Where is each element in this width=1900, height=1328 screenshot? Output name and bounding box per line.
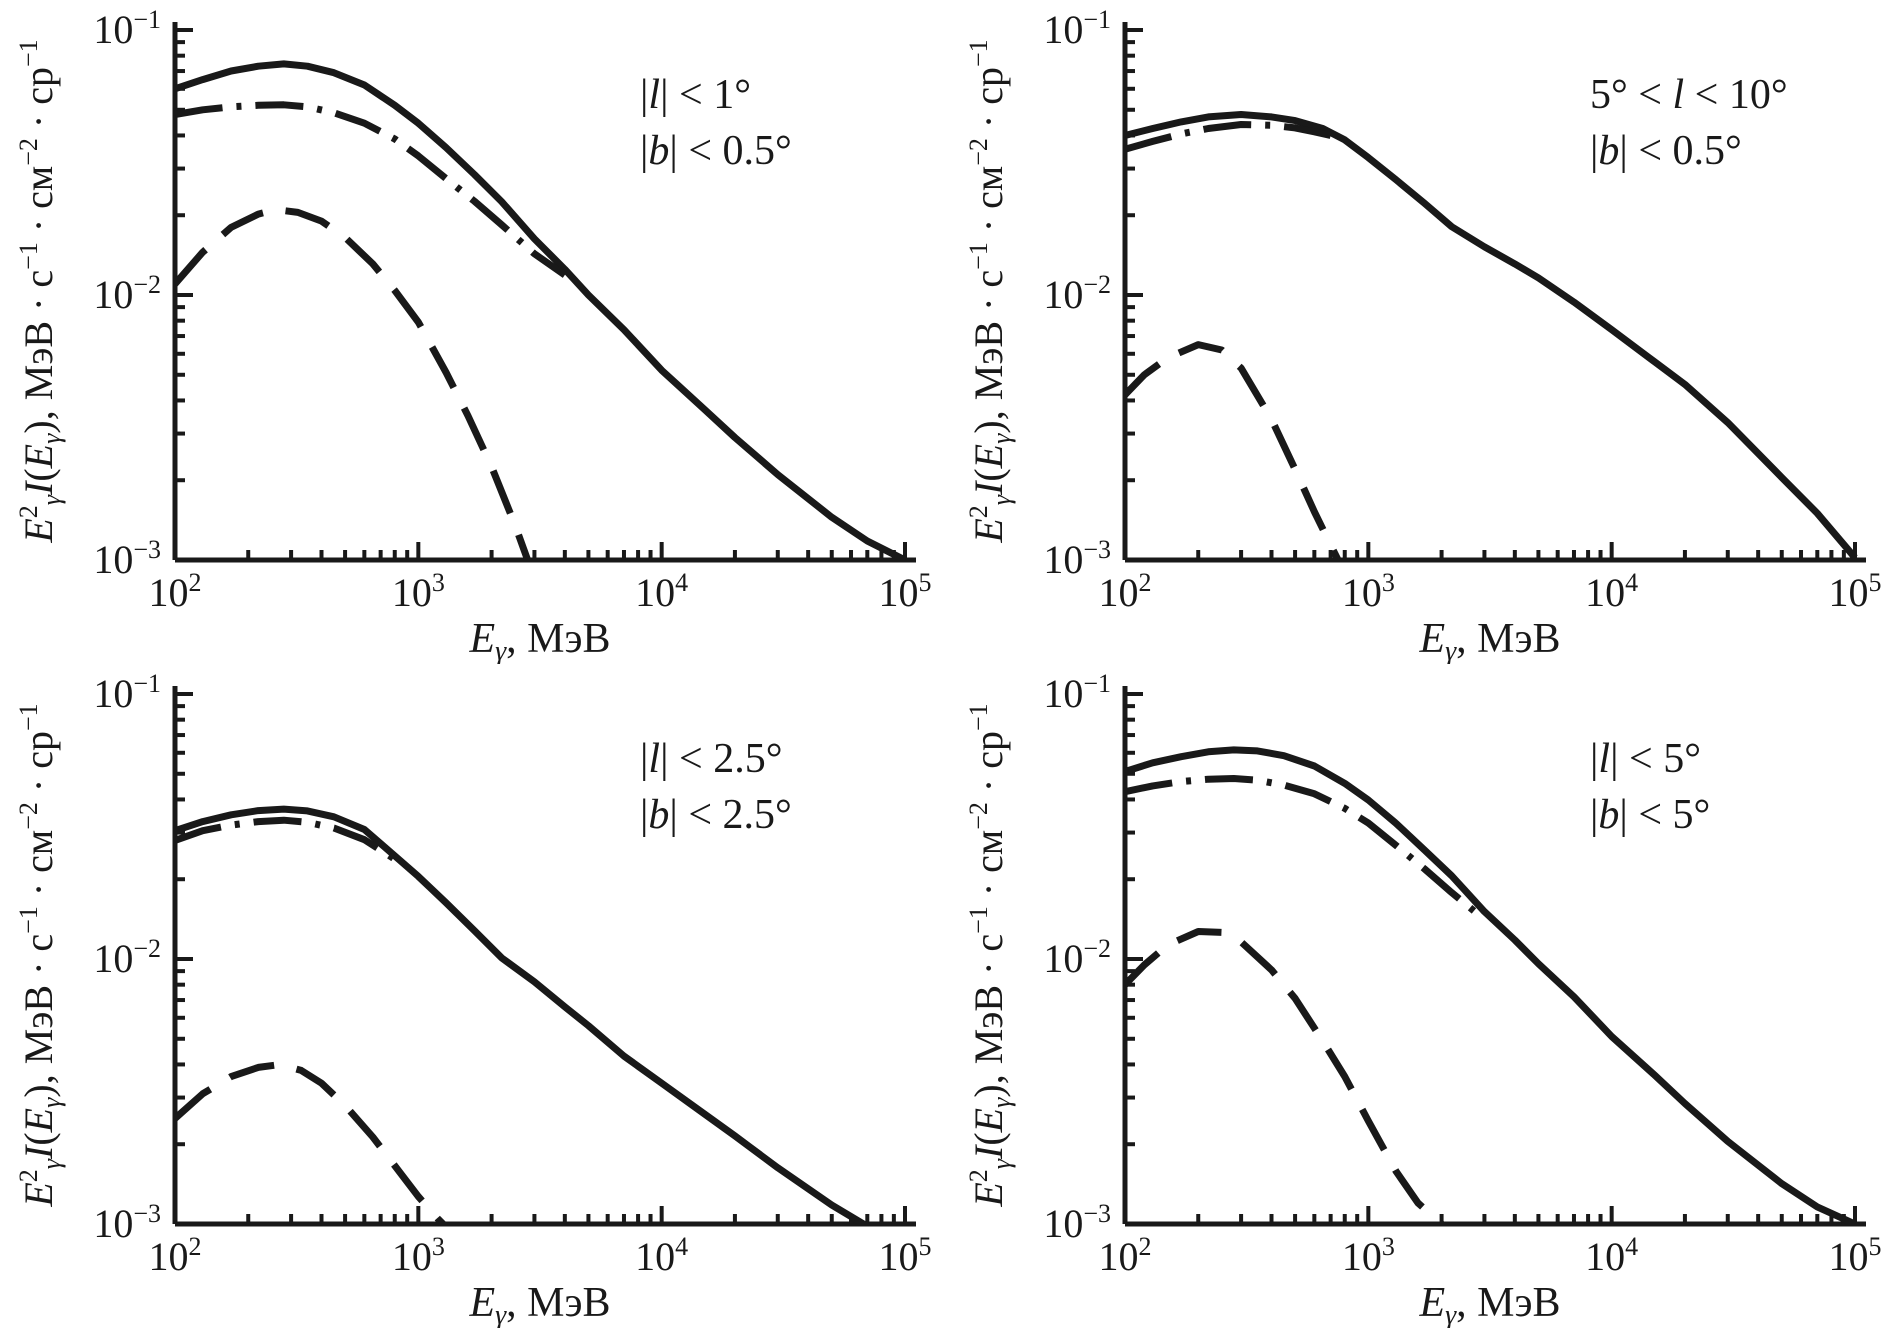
chart-svg-top-left: 102 103 104 105 10−1 10−2 10−3 Eγ, МэВ E2γI(Eγ),… (14, 5, 932, 664)
panel-l25-b25: 102 103 104 105 10−1 10−2 10−3 Eγ, МэВ E2γI(Eγ),… (0, 664, 950, 1328)
y-tick-label: 10−3 (93, 535, 161, 582)
x-axis-label: Eγ, МэВ (468, 616, 610, 664)
x-axis-label: Eγ, МэВ (1418, 616, 1560, 664)
x-tick-label: 104 (1585, 568, 1638, 615)
curve-dash-dot (1125, 775, 1487, 923)
panel-l5-b5: 102 103 104 105 10−1 10−2 10−3 Eγ, МэВ E2γI(Eγ),… (950, 664, 1900, 1328)
x-tick-label: 102 (149, 568, 202, 615)
annotation-line-2: |b| < 5° (1590, 792, 1710, 838)
x-tick-label: 103 (1342, 1232, 1395, 1279)
annotation-line-1: |l| < 2.5° (640, 736, 782, 782)
y-axis-label: E2γI(Eγ), МэВ · с−1 · см−2 · ср−1 (14, 39, 66, 543)
annotation-line-2: |b| < 2.5° (640, 792, 792, 838)
x-tick-label: 105 (1829, 568, 1882, 615)
x-tick-label: 105 (879, 1232, 932, 1279)
x-tick-label: 102 (149, 1232, 202, 1279)
x-tick-label: 104 (635, 1232, 688, 1279)
y-tick-label: 10−2 (93, 270, 161, 317)
x-tick-label: 103 (392, 1232, 445, 1279)
chart-svg-bottom-right: 102 103 104 105 10−1 10−2 10−3 Eγ, МэВ E2γI(Eγ),… (964, 669, 1882, 1328)
annotation-line-2: |b| < 0.5° (640, 128, 792, 174)
panel-l1-b05: 102 103 104 105 10−1 10−2 10−3 Eγ, МэВ E2γI(Eγ),… (0, 0, 950, 664)
annotation-line-1: |l| < 5° (1590, 736, 1701, 782)
chart-svg-top-right: 102 103 104 105 10−1 10−2 10−3 Eγ, МэВ E2γI(Eγ),… (964, 5, 1882, 664)
x-tick-label: 105 (1829, 1232, 1882, 1279)
curves (175, 60, 907, 560)
x-tick-label: 102 (1099, 568, 1152, 615)
x-tick-label: 103 (392, 568, 445, 615)
x-axis-label: Eγ, МэВ (1418, 1280, 1560, 1328)
curves (1125, 746, 1857, 1224)
curve-dashed (1125, 928, 1447, 1224)
y-axis-label: E2γI(Eγ), МэВ · с−1 · см−2 · ср−1 (14, 703, 66, 1207)
curve-solid (1125, 746, 1857, 1224)
curves (175, 805, 870, 1224)
y-tick-label: 10−2 (1043, 934, 1111, 981)
x-tick-label: 102 (1099, 1232, 1152, 1279)
annotation-line-2: |b| < 0.5° (1590, 128, 1742, 174)
x-tick-label: 104 (635, 568, 688, 615)
y-tick-label: 10−1 (1043, 669, 1111, 716)
axes (1122, 686, 1866, 1227)
y-tick-label: 10−3 (93, 1199, 161, 1246)
curve-dashed (175, 206, 532, 560)
x-axis-label: Eγ, МэВ (468, 1280, 610, 1328)
curve-dash-dot (175, 816, 397, 863)
curve-solid (1125, 111, 1858, 560)
x-tick-label: 105 (879, 568, 932, 615)
curve-dash-dot (1125, 121, 1332, 153)
y-tick-label: 10−1 (1043, 5, 1111, 52)
curve-solid (175, 805, 870, 1224)
chart-svg-bottom-left: 102 103 104 105 10−1 10−2 10−3 Eγ, МэВ E2γI(Eγ),… (14, 669, 932, 1328)
y-axis-label: E2γI(Eγ), МэВ · с−1 · см−2 · ср−1 (964, 703, 1016, 1207)
y-tick-label: 10−1 (93, 669, 161, 716)
y-tick-label: 10−3 (1043, 1199, 1111, 1246)
y-tick-label: 10−3 (1043, 535, 1111, 582)
panel-l5-10-b05: 102 103 104 105 10−1 10−2 10−3 Eγ, МэВ E2γI(Eγ),… (950, 0, 1900, 664)
annotation-line-1: 5° < l < 10° (1590, 72, 1788, 118)
y-tick-label: 10−2 (93, 934, 161, 981)
y-tick-label: 10−2 (1043, 270, 1111, 317)
y-tick-label: 10−1 (93, 5, 161, 52)
annotation-line-1: |l| < 1° (640, 72, 751, 118)
curve-dash-dot (175, 101, 567, 278)
curves (1125, 111, 1858, 560)
x-tick-label: 103 (1342, 568, 1395, 615)
axes (172, 686, 916, 1227)
curve-dashed (1125, 341, 1343, 560)
x-tick-label: 104 (1585, 1232, 1638, 1279)
curve-solid (175, 60, 907, 560)
y-axis-label: E2γI(Eγ), МэВ · с−1 · см−2 · ср−1 (964, 39, 1016, 543)
curve-dashed (175, 1061, 449, 1224)
